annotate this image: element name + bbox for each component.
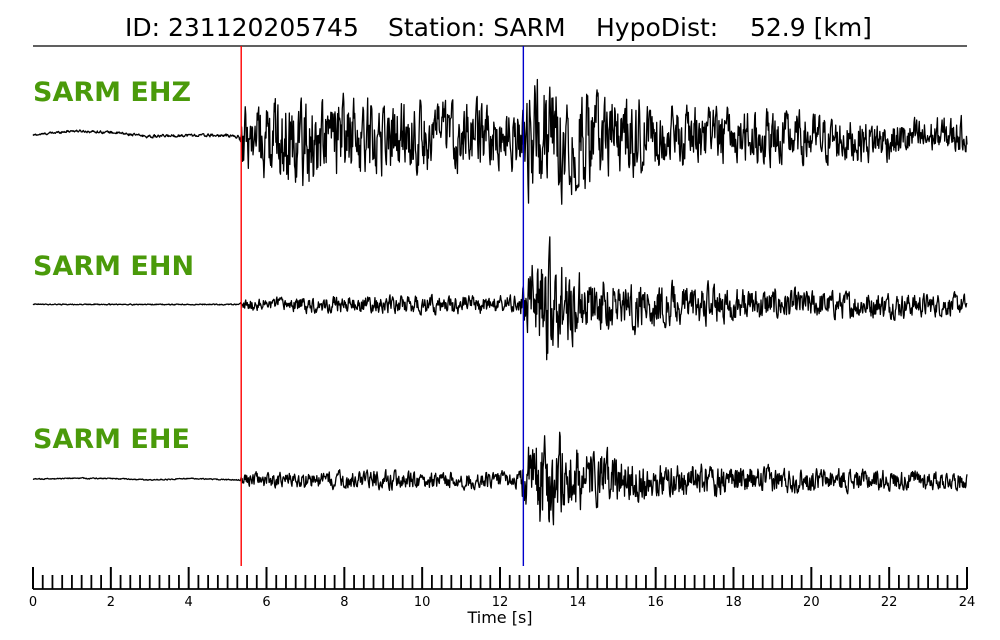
tick-label: 22 xyxy=(881,595,898,610)
tick-label: 16 xyxy=(647,595,664,610)
trace-labels: SARM EHZ SARM EHN SARM EHE xyxy=(33,77,194,455)
tick-label: 14 xyxy=(570,595,587,610)
tick-label: 4 xyxy=(185,595,193,610)
waveform-trace xyxy=(32,236,968,361)
trace-label: SARM EHN xyxy=(33,251,194,282)
tick-label: 12 xyxy=(492,595,509,610)
waveform-trace xyxy=(32,431,968,526)
tick-label: 10 xyxy=(414,595,431,610)
time-axis-ticks xyxy=(32,567,968,589)
station-name: Station: SARM xyxy=(388,13,566,42)
event-id: ID: 231120205745 xyxy=(125,13,359,42)
tick-label: 18 xyxy=(725,595,742,610)
phase-picks xyxy=(240,46,525,566)
trace-label: SARM EHE xyxy=(33,424,190,455)
x-axis-label: Time [s] xyxy=(466,608,532,627)
waveform-traces xyxy=(32,78,968,526)
chart-title: ID: 231120205745 Station: SARM HypoDist:… xyxy=(125,13,872,42)
tick-label: 0 xyxy=(29,595,37,610)
tick-label: 8 xyxy=(340,595,348,610)
tick-label: 20 xyxy=(803,595,820,610)
tick-label: 6 xyxy=(262,595,270,610)
waveform-trace xyxy=(32,78,968,205)
hypocentral-distance: HypoDist: 52.9 [km] xyxy=(596,13,872,42)
trace-label: SARM EHZ xyxy=(33,77,191,108)
time-axis-tick-labels: 0 2 4 6 8 10 12 14 16 18 20 22 24 xyxy=(29,595,975,610)
tick-label: 2 xyxy=(107,595,115,610)
tick-label: 24 xyxy=(959,595,976,610)
